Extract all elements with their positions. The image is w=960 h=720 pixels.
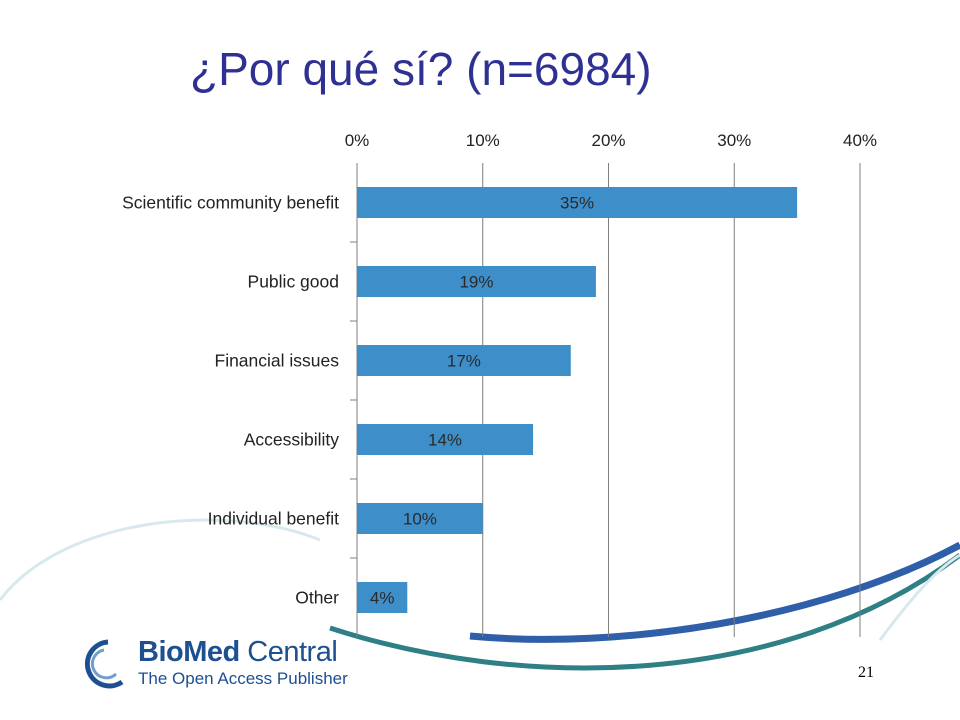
category-label: Individual benefit	[208, 509, 339, 529]
bar-value-label: 10%	[403, 510, 437, 529]
swoosh-light-right	[878, 553, 960, 641]
x-tick-label: 0%	[345, 131, 370, 150]
category-label: Accessibility	[244, 430, 340, 450]
swoosh-blue	[469, 541, 960, 643]
bar	[357, 582, 408, 613]
page-number: 21	[858, 664, 874, 681]
category-label: Public good	[248, 272, 339, 292]
bar	[357, 187, 798, 218]
x-tick-label: 40%	[843, 131, 877, 150]
logo-central: Central	[239, 636, 338, 668]
logo-tagline: The Open Access Publisher	[138, 669, 348, 688]
bar-value-label: 17%	[447, 352, 481, 371]
x-tick-label: 20%	[591, 131, 625, 150]
swoosh-light-left	[0, 518, 321, 601]
bar-value-label: 4%	[370, 589, 395, 608]
x-tick-label: 30%	[717, 131, 751, 150]
category-label: Scientific community benefit	[122, 193, 339, 213]
bar-value-label: 19%	[459, 273, 493, 292]
bar	[357, 424, 534, 455]
logo-wordmark: BioMed Central	[138, 636, 338, 669]
category-label: Financial issues	[215, 351, 340, 371]
bar	[357, 503, 483, 534]
biomed-central-logo: BioMed Central The Open Access Publisher	[78, 636, 348, 692]
bar	[357, 266, 596, 297]
slide-title: ¿Por qué sí? (n=6984)	[190, 43, 652, 95]
bar	[357, 345, 571, 376]
logo-biomed: BioMed	[138, 636, 240, 668]
bar-value-label: 14%	[428, 431, 462, 450]
bar-value-label: 35%	[560, 194, 594, 213]
logo-emblem-icon	[84, 639, 124, 689]
x-tick-label: 10%	[466, 131, 500, 150]
category-label: Other	[295, 588, 339, 608]
swoosh-teal	[329, 552, 960, 671]
